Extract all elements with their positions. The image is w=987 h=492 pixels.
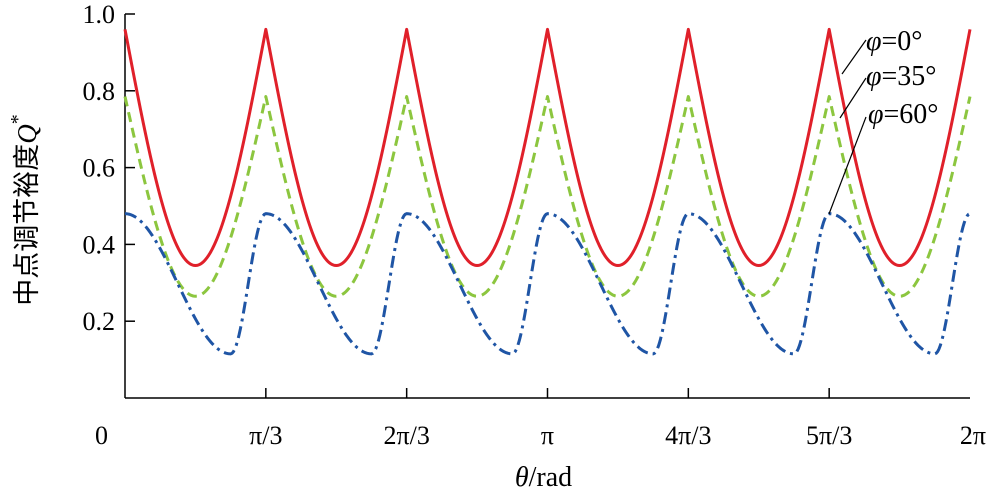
series-layer: [123, 27, 972, 356]
series-line-1: [123, 27, 972, 268]
x-tick-label: π: [541, 421, 554, 450]
legend-label-1: φ=0°: [866, 26, 923, 57]
x-tick-label: 2π: [960, 421, 986, 450]
y-axis-title: 中点调节裕度Q*: [7, 114, 43, 306]
series-line-3: [124, 212, 971, 356]
y-axis-title-base: 中点调节裕度: [12, 144, 43, 306]
x-axis-title: θ/rad: [515, 462, 572, 492]
legend-label-3: φ=60°: [868, 99, 939, 130]
y-tick-label: 0.2: [83, 307, 116, 336]
x-tick-label: π/3: [249, 421, 282, 450]
y-tick-label: 0.4: [83, 230, 116, 259]
y-axis-title-symbol: Q: [12, 124, 42, 144]
legend-leader-line: [839, 77, 867, 119]
series-line-2: [123, 95, 972, 298]
x-tick-label: 4π/3: [665, 421, 711, 450]
legend-leader-line: [841, 39, 867, 75]
x-tick-label: 0: [95, 421, 108, 450]
y-tick-label: 1.0: [83, 0, 116, 29]
legend-label-2: φ=35°: [866, 61, 937, 92]
x-axis-ticks: 0 π/3 2π/3 π 4π/3 5π/3 2π: [95, 388, 986, 450]
y-axis-ticks: 0.2 0.4 0.6 0.8 1.0: [83, 0, 135, 336]
y-tick-label: 0.8: [83, 77, 116, 106]
x-tick-label: 2π/3: [383, 421, 429, 450]
y-tick-label: 0.6: [83, 154, 116, 183]
y-axis-title-superscript: *: [7, 114, 29, 124]
x-tick-label: 5π/3: [806, 421, 852, 450]
legend-leader-line: [828, 116, 867, 215]
legend: φ=0° φ=35° φ=60°: [828, 26, 939, 215]
